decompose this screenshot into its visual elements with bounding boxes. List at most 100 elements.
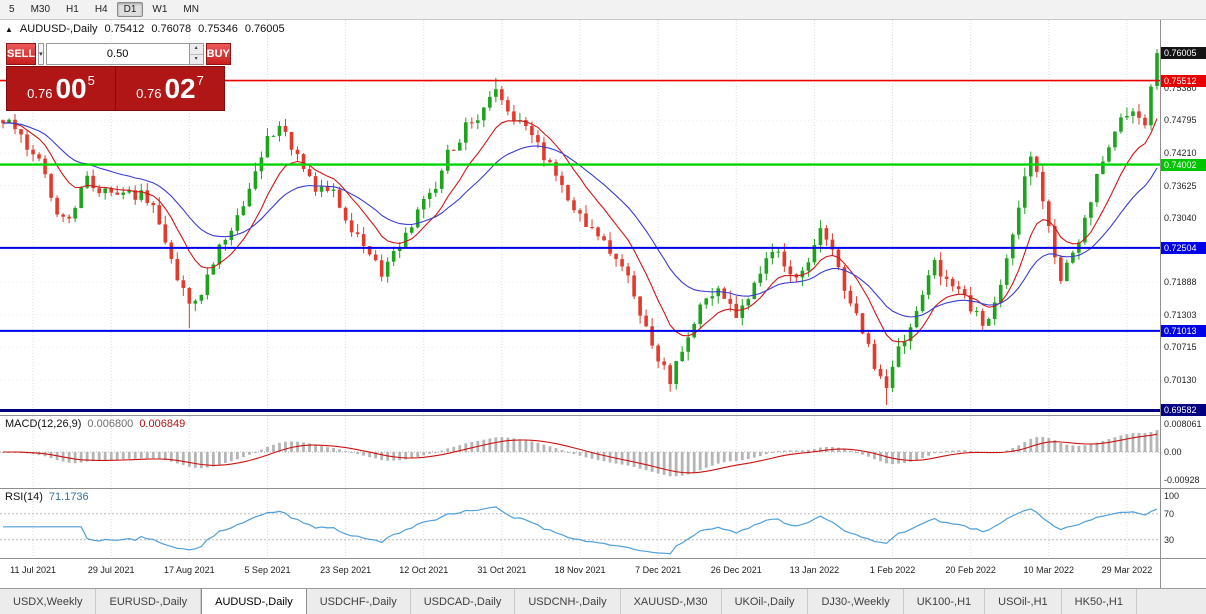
date-label: 1 Feb 2022 — [869, 565, 916, 575]
price-badge: 0.69582 — [1161, 404, 1206, 417]
date-label: 11 Jul 2021 — [10, 565, 56, 575]
chevron-down-icon: ▾ — [39, 51, 43, 58]
sell-price-sup: 5 — [87, 73, 95, 88]
timeframe-button-m30[interactable]: M30 — [30, 4, 51, 15]
sell-button[interactable]: SELL — [6, 43, 37, 65]
macd-canvas[interactable] — [0, 416, 1160, 488]
volume-increase-button[interactable]: ▴ — [189, 44, 203, 55]
date-label: 29 Mar 2022 — [1101, 565, 1153, 575]
timeframe-button-d1[interactable]: D1 — [116, 2, 144, 17]
rsi-panel[interactable]: RSI(14) 71.1736 100 70 30 — [0, 489, 1206, 559]
chart-tab-usoil-h1[interactable]: USOil-,H1 — [985, 589, 1062, 614]
macd-axis-label: 0.00 — [1164, 447, 1182, 457]
timeframe-button-h4[interactable]: H4 — [94, 4, 108, 15]
chart-tab-hk50-h1[interactable]: HK50-,H1 — [1062, 589, 1137, 614]
rsi-axis-label: 100 — [1164, 491, 1180, 501]
macd-axis-label: 0.008061 — [1164, 419, 1202, 429]
volume-dropdown-button[interactable]: ▾ — [38, 43, 44, 65]
price-grid-label: 0.74795 — [1164, 115, 1197, 126]
chart-tab-usdcnh-daily[interactable]: USDCNH-,Daily — [515, 589, 621, 614]
chart-title: AUDUSD-,Daily — [19, 23, 98, 35]
buy-price-big: 02 — [164, 72, 196, 104]
price-badge: 0.74002 — [1161, 158, 1206, 171]
price-badge: 0.72504 — [1161, 241, 1206, 254]
time-axis[interactable]: 11 Jul 2021 29 Jul 2021 17 Aug 2021 5 Sep 2… — [0, 559, 1206, 588]
quote-display: 0.76 00 5 0.76 02 7 — [6, 66, 225, 111]
date-label: 7 Dec 2021 — [635, 565, 682, 575]
date-label: 12 Oct 2021 — [399, 565, 449, 575]
volume-decrease-button[interactable]: ▾ — [189, 54, 203, 64]
buy-button[interactable]: BUY — [205, 43, 231, 65]
ohlc-low: 0.75346 — [198, 23, 238, 35]
chart-tab-usdcad-daily[interactable]: USDCAD-,Daily — [411, 589, 516, 614]
price-axis[interactable]: 0.75380 0.74795 0.74210 0.73625 0.73040 0.718… — [1160, 20, 1206, 417]
price-badge: 0.75512 — [1161, 74, 1206, 87]
chart-tab-ukoil-daily[interactable]: UKOil-,Daily — [722, 589, 809, 614]
date-label: 5 Sep 2021 — [244, 565, 291, 575]
chart-tab-eurusd-daily[interactable]: EURUSD-,Daily — [96, 589, 202, 614]
macd-panel[interactable]: MACD(12,26,9) 0.006800 0.006849 0.008061… — [0, 416, 1206, 489]
timeframe-button-5[interactable]: 5 — [9, 4, 15, 15]
volume-field: ▴ ▾ — [45, 43, 204, 65]
rsi-axis[interactable]: 100 70 30 — [1160, 489, 1206, 558]
price-grid-label: 0.73040 — [1164, 213, 1197, 224]
price-grid-label: 0.75380 — [1164, 82, 1197, 93]
price-grid-label: 0.71888 — [1164, 277, 1197, 288]
macd-name: MACD(12,26,9) — [5, 418, 82, 430]
price-grid-label: 0.71303 — [1164, 309, 1197, 320]
date-label: 20 Feb 2022 — [945, 565, 996, 575]
macd-axis-label: -0.00928 — [1164, 475, 1200, 485]
price-chart-canvas[interactable] — [0, 20, 1160, 415]
date-label: 23 Sep 2021 — [320, 565, 372, 575]
chart-tab-usdx-weekly[interactable]: USDX,Weekly — [0, 589, 97, 614]
timeframe-button-h1[interactable]: H1 — [66, 4, 79, 15]
date-label: 17 Aug 2021 — [164, 565, 215, 575]
volume-input[interactable] — [46, 44, 189, 64]
date-label: 10 Mar 2022 — [1023, 565, 1075, 575]
buy-price-prefix: 0.76 — [136, 86, 162, 101]
rsi-axis-label: 30 — [1164, 534, 1175, 545]
rsi-label: RSI(14) 71.1736 — [5, 491, 89, 503]
timeframe-button-w1[interactable]: W1 — [152, 4, 168, 15]
chart-tab-audusd-daily[interactable]: AUDUSD-,Daily — [201, 589, 307, 614]
macd-value-main: 0.006800 — [87, 418, 134, 430]
price-grid-label: 0.73625 — [1164, 180, 1197, 191]
chart-tab-dj30-weekly[interactable]: DJ30-,Weekly — [808, 589, 904, 614]
price-badge: 0.76005 — [1161, 47, 1206, 60]
date-label: 29 Jul 2021 — [87, 565, 135, 575]
chart-tab-usdchf-daily[interactable]: USDCHF-,Daily — [307, 589, 411, 614]
axis-corner — [1160, 559, 1206, 588]
chart-tab-uk100-h1[interactable]: UK100-,H1 — [904, 589, 986, 614]
ohlc-close: 0.76005 — [244, 23, 285, 35]
sell-price-big: 00 — [55, 72, 87, 104]
price-badge: 0.71013 — [1161, 324, 1206, 337]
ohlc-open: 0.75412 — [104, 23, 145, 35]
chart-tab-bar: USDX,Weekly EURUSD-,Daily AUDUSD-,Daily USD… — [0, 588, 1206, 614]
macd-value-signal: 0.006849 — [139, 418, 186, 430]
one-click-toggle-icon[interactable]: ▲ — [5, 24, 13, 34]
timeframe-toolbar: 5 M30 H1 H4 D1 W1 MN — [0, 0, 1206, 20]
macd-axis[interactable]: 0.008061 0.00 -0.00928 — [1160, 416, 1206, 488]
date-label: 31 Oct 2021 — [477, 565, 527, 575]
ohlc-high: 0.76078 — [151, 23, 192, 35]
macd-label: MACD(12,26,9) 0.006800 0.006849 — [5, 418, 185, 430]
rsi-axis-label: 70 — [1164, 508, 1175, 519]
date-label: 26 Dec 2021 — [710, 565, 762, 575]
buy-price-sup: 7 — [196, 73, 204, 88]
price-chart-panel[interactable]: ▲ AUDUSD-,Daily 0.75412 0.76078 0.75346 … — [0, 20, 1206, 417]
date-label: 18 Nov 2021 — [554, 565, 606, 575]
date-label: 13 Jan 2022 — [789, 565, 840, 575]
timeframe-button-mn[interactable]: MN — [183, 4, 199, 15]
rsi-canvas[interactable] — [0, 489, 1160, 558]
sell-price-prefix: 0.76 — [27, 86, 53, 101]
price-grid-label: 0.74210 — [1164, 147, 1197, 158]
volume-spinner: ▴ ▾ — [188, 44, 203, 64]
price-grid-label: 0.70130 — [1164, 374, 1197, 385]
sell-price: 0.76 00 5 — [7, 67, 115, 110]
chart-header: ▲ AUDUSD-,Daily 0.75412 0.76078 0.75346 … — [5, 23, 285, 35]
rsi-value: 71.1736 — [48, 491, 89, 503]
chart-tab-xauusd-m30[interactable]: XAUUSD-,M30 — [621, 589, 722, 614]
rsi-name: RSI(14) — [5, 491, 43, 503]
